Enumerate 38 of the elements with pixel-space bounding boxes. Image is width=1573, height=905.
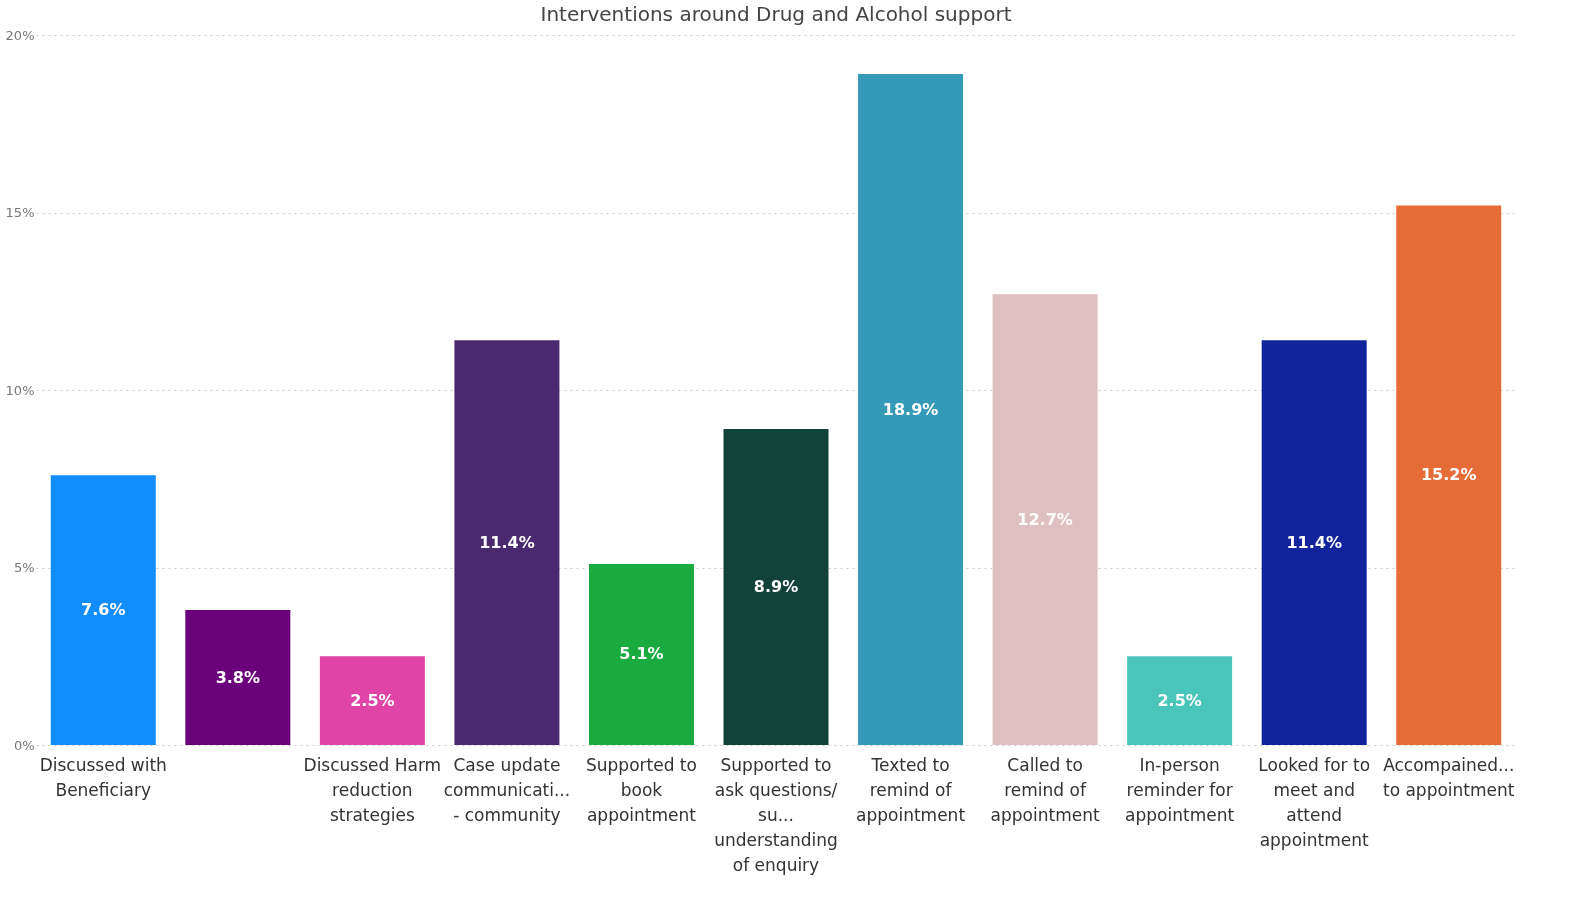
bar: [1396, 205, 1502, 745]
data-label: 5.1%: [619, 644, 664, 664]
x-tick-label: Texted to remind of appointment: [856, 754, 966, 825]
x-tick-label: Looked for to meet and attend appointment: [1258, 754, 1371, 850]
bar: [723, 429, 829, 745]
data-label: 11.4%: [1286, 532, 1342, 552]
x-tick-label: Case update communicati... - community: [443, 754, 571, 825]
y-tick-label: 5%: [13, 560, 35, 575]
bar: [319, 656, 425, 745]
bar: [50, 475, 156, 745]
data-label: 15.2%: [1420, 465, 1477, 485]
bar: [1127, 656, 1233, 745]
data-label: 8.9%: [753, 577, 799, 597]
x-tick-label: Supported to ask questions/su... understanding of enquiry: [714, 754, 838, 875]
data-label: 3.8%: [215, 667, 261, 687]
data-label: 18.9%: [882, 399, 939, 419]
bar: [992, 294, 1098, 745]
bar: [858, 74, 964, 745]
chart-title: Interventions around Drug and Alcohol support: [540, 2, 1012, 26]
data-label: 2.5%: [1157, 690, 1202, 710]
x-tick-label: In-person reminder for appointment: [1125, 754, 1235, 825]
x-tick-label: Discussed with Beneficiary: [39, 754, 167, 800]
y-tick-label: 0%: [13, 737, 35, 753]
data-label: 2.5%: [350, 690, 395, 710]
y-tick-label: 10%: [5, 382, 35, 398]
data-label: 12.7%: [1017, 509, 1073, 529]
data-label: 7.6%: [81, 600, 126, 620]
x-tick-label: Called to remind of appointment: [990, 754, 1100, 825]
x-tick-label: Supported to book appointment: [585, 754, 697, 825]
x-tick-label: Discussed Harm reduction strategies: [303, 754, 442, 825]
bar: [185, 610, 291, 745]
data-label: 11.4%: [479, 532, 535, 552]
y-tick-label: 20%: [5, 27, 35, 43]
bar: [454, 340, 560, 745]
y-tick-label: 15%: [5, 205, 35, 220]
bar: [1261, 340, 1367, 745]
bar: [588, 563, 694, 745]
x-tick-label: Accompained... to appointment: [1382, 754, 1515, 800]
